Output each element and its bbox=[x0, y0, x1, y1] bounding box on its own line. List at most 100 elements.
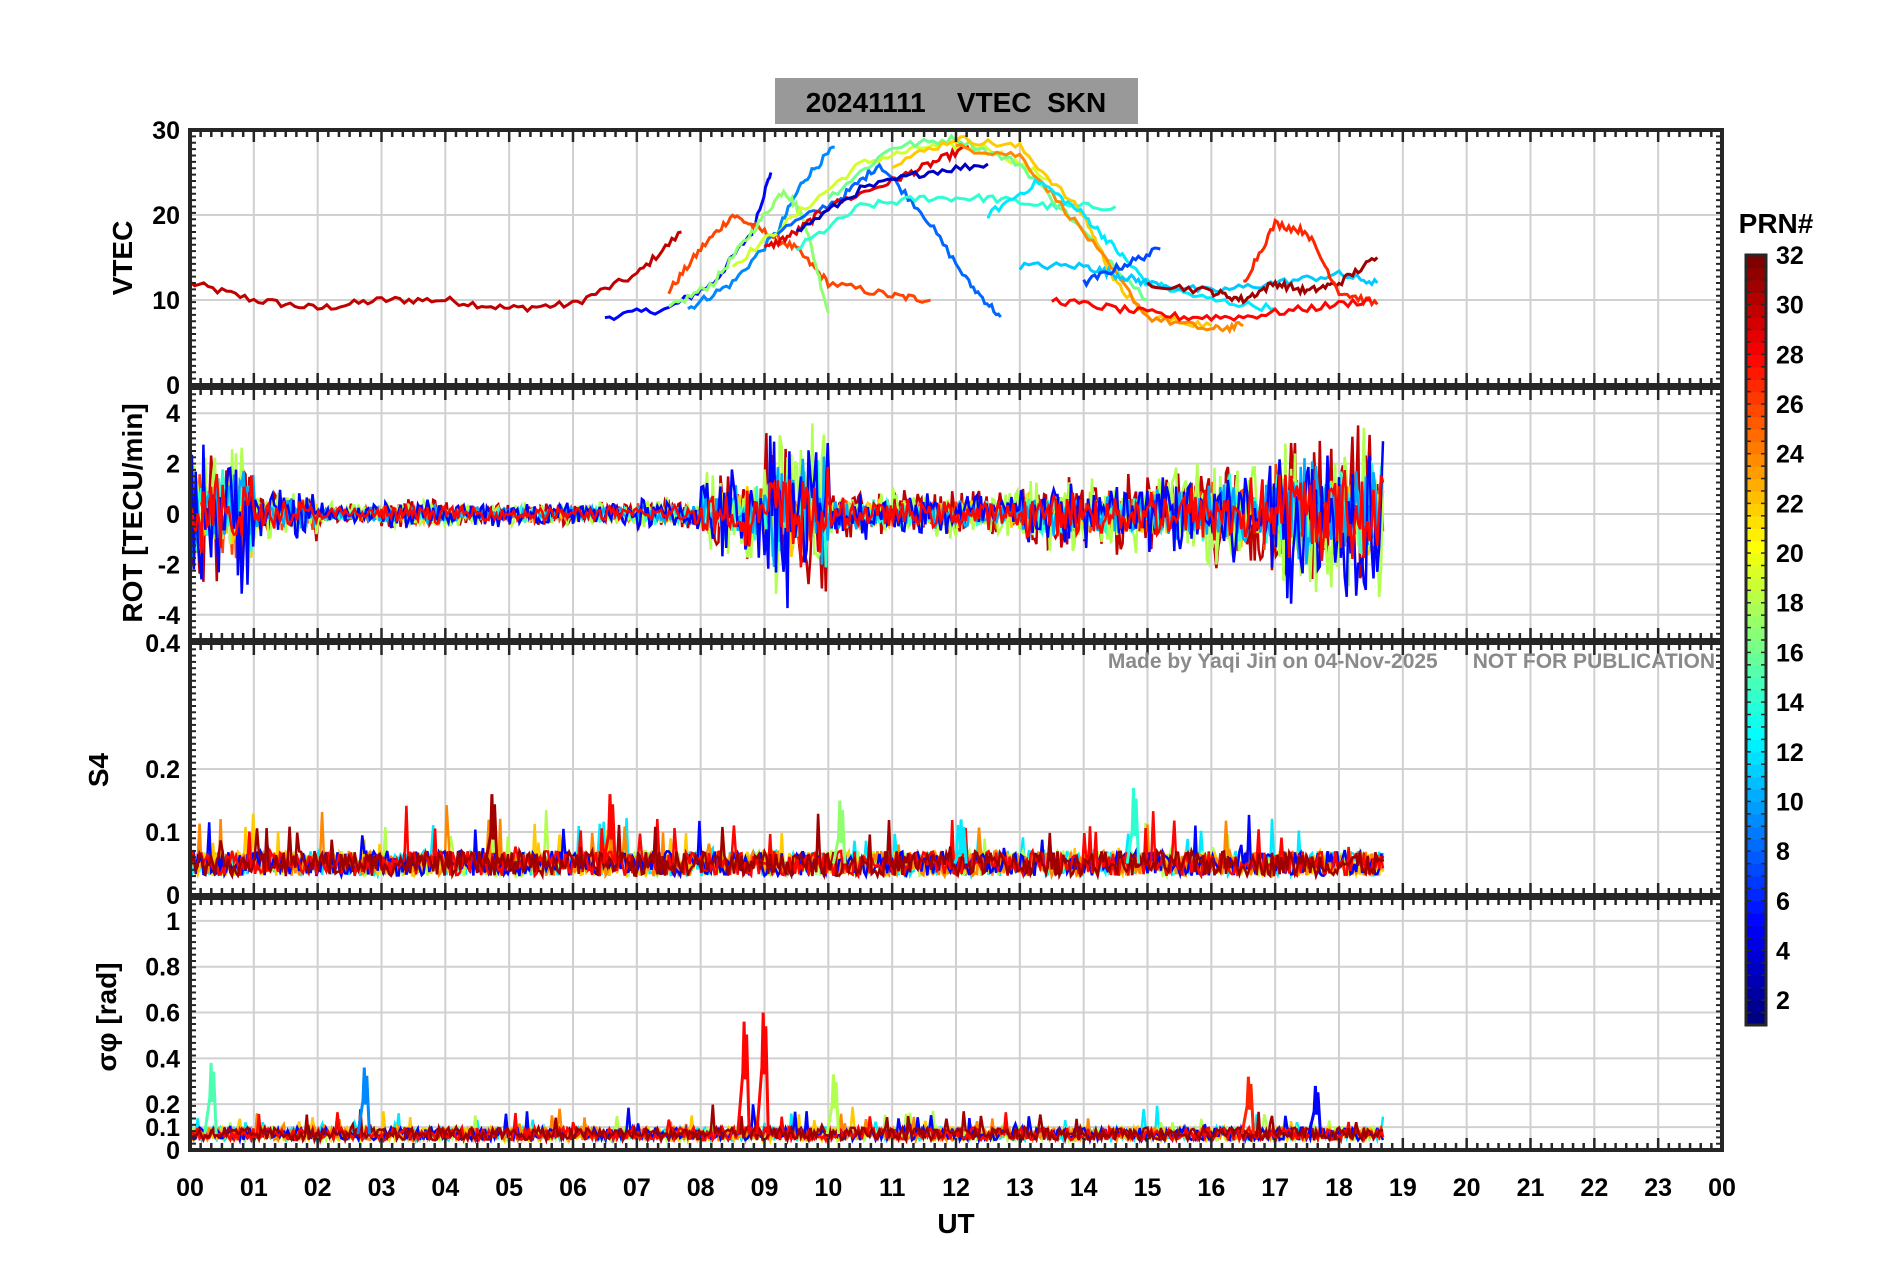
sigma-peak bbox=[1307, 1085, 1322, 1135]
x-tick-label: 08 bbox=[687, 1174, 715, 1202]
colorbar-segment bbox=[1746, 404, 1766, 418]
colorbar-segment bbox=[1746, 664, 1766, 678]
colorbar-segment bbox=[1746, 565, 1766, 579]
colorbar-segment bbox=[1746, 577, 1766, 591]
colorbar-segment bbox=[1746, 838, 1766, 852]
colorbar-segment bbox=[1746, 453, 1766, 467]
colorbar-segment bbox=[1746, 863, 1766, 877]
x-tick-label: 21 bbox=[1517, 1174, 1545, 1202]
x-tick-label: 06 bbox=[559, 1174, 587, 1202]
rot-frame bbox=[188, 386, 1724, 642]
sigma-ytick-label: 0.8 bbox=[145, 954, 180, 982]
colorbar-segment bbox=[1746, 987, 1766, 1001]
colorbar-segment bbox=[1746, 428, 1766, 442]
rot-ytick-label: 0 bbox=[166, 501, 180, 529]
colorbar-segment bbox=[1746, 751, 1766, 765]
colorbar-tick-label: 22 bbox=[1776, 490, 1804, 518]
vtec-series-prn-8 bbox=[776, 162, 1002, 318]
x-tick-label: 15 bbox=[1134, 1174, 1162, 1202]
x-tick-label: 10 bbox=[814, 1174, 842, 1202]
x-tick-label: 05 bbox=[495, 1174, 523, 1202]
colorbar-segment bbox=[1746, 490, 1766, 504]
s4-ytick-label: 0.4 bbox=[145, 630, 180, 658]
colorbar-segment bbox=[1746, 354, 1766, 368]
colorbar-tick-label: 12 bbox=[1776, 739, 1804, 767]
x-tick-label: 12 bbox=[942, 1174, 970, 1202]
colorbar-segment bbox=[1746, 813, 1766, 827]
colorbar-segment bbox=[1746, 255, 1766, 269]
s4-ytick-label: 0 bbox=[166, 882, 180, 910]
colorbar-tick-label: 28 bbox=[1776, 341, 1804, 369]
colorbar-segment bbox=[1746, 528, 1766, 542]
x-tick-label: 02 bbox=[304, 1174, 332, 1202]
sigma-traces bbox=[190, 1012, 1385, 1146]
colorbar-segment bbox=[1746, 689, 1766, 703]
s4-peak bbox=[953, 819, 968, 865]
colorbar-segment bbox=[1746, 279, 1766, 293]
s4-ylabel: S4 bbox=[83, 752, 114, 787]
watermark: Made by Yaqi Jin on 04-Nov-2025 NOT FOR … bbox=[1108, 650, 1715, 673]
x-tick-label: 01 bbox=[240, 1174, 268, 1202]
vtec-traces bbox=[190, 133, 1379, 335]
s4-peak bbox=[1125, 787, 1141, 864]
vtec-series-prn-30 bbox=[190, 230, 682, 314]
sigma-frame bbox=[188, 896, 1724, 1152]
title-box: 20241111 VTEC SKN bbox=[775, 78, 1138, 124]
s4-peak bbox=[602, 794, 617, 864]
colorbar-segment bbox=[1746, 789, 1766, 803]
colorbar-segment bbox=[1746, 304, 1766, 318]
s4-panel: 0 0.1 0.2 0.4 bbox=[145, 630, 1724, 910]
sigma-peak bbox=[356, 1067, 371, 1135]
sigma-phi-panel: 00.10.2 0.4 0.6 0.8 1 bbox=[145, 896, 1724, 1165]
rot-ylabel: ROT [TECU/min] bbox=[117, 403, 148, 622]
vtec-ylabel: VTEC bbox=[107, 221, 138, 296]
sigma-peak bbox=[1240, 1076, 1255, 1135]
colorbar-segment bbox=[1746, 515, 1766, 529]
vtec-series-prn-24 bbox=[955, 142, 1244, 335]
vtec-grid bbox=[190, 130, 1722, 385]
colorbar-segment bbox=[1746, 640, 1766, 654]
vtec-series-prn-26 bbox=[667, 213, 931, 304]
vtec-ytick-label: 20 bbox=[152, 202, 180, 230]
colorbar-segment bbox=[1746, 764, 1766, 778]
vtec-series-prn-29 bbox=[763, 144, 969, 251]
rot-ytick-label: -2 bbox=[158, 551, 180, 579]
rot-series-prn-28 bbox=[190, 466, 1385, 568]
colorbar-segment bbox=[1746, 602, 1766, 616]
colorbar-tick-label: 10 bbox=[1776, 788, 1804, 816]
s4-peak bbox=[831, 800, 847, 864]
colorbar-tick-label: 20 bbox=[1776, 540, 1804, 568]
colorbar-segment bbox=[1746, 975, 1766, 989]
colorbar-tick-label: 14 bbox=[1776, 689, 1804, 717]
sigma-ytick-label: 0.4 bbox=[145, 1045, 180, 1073]
x-tick-label: 04 bbox=[431, 1174, 459, 1202]
sigma-peak bbox=[825, 1074, 840, 1135]
rot-grid bbox=[190, 388, 1722, 640]
colorbar-tick-label: 6 bbox=[1776, 888, 1790, 916]
x-tick-labels: 00 01 02 03 04 05 06 07 08 09 10 11 12 13 14 15 16 17 18 19… bbox=[176, 1174, 1736, 1202]
colorbar-segment bbox=[1746, 1000, 1766, 1014]
colorbar-segment bbox=[1746, 776, 1766, 790]
colorbar-segment bbox=[1746, 875, 1766, 889]
x-tick-label: 00 bbox=[176, 1174, 204, 1202]
colorbar-segment bbox=[1746, 913, 1766, 927]
sigma-grid bbox=[190, 898, 1722, 1150]
x-tick-label: 00 bbox=[1708, 1174, 1736, 1202]
colorbar-tick-label: 2 bbox=[1776, 987, 1790, 1015]
colorbar-segment bbox=[1746, 441, 1766, 455]
x-tick-label: 18 bbox=[1325, 1174, 1353, 1202]
vtec-series-prn-12 bbox=[986, 177, 1276, 313]
colorbar-segment bbox=[1746, 726, 1766, 740]
vtec-series-prn-28 bbox=[1050, 296, 1371, 323]
rot-ytick-label: 4 bbox=[166, 400, 180, 428]
s4-frame bbox=[188, 641, 1724, 897]
sigma-ytick-label: 0.2 bbox=[145, 1091, 180, 1119]
colorbar-segment bbox=[1746, 317, 1766, 331]
colorbar-segment bbox=[1746, 739, 1766, 753]
colorbar-segment bbox=[1746, 553, 1766, 567]
chart-title: 20241111 VTEC SKN bbox=[806, 87, 1106, 118]
sigma-peak bbox=[736, 1021, 751, 1135]
colorbar-segment bbox=[1746, 329, 1766, 343]
